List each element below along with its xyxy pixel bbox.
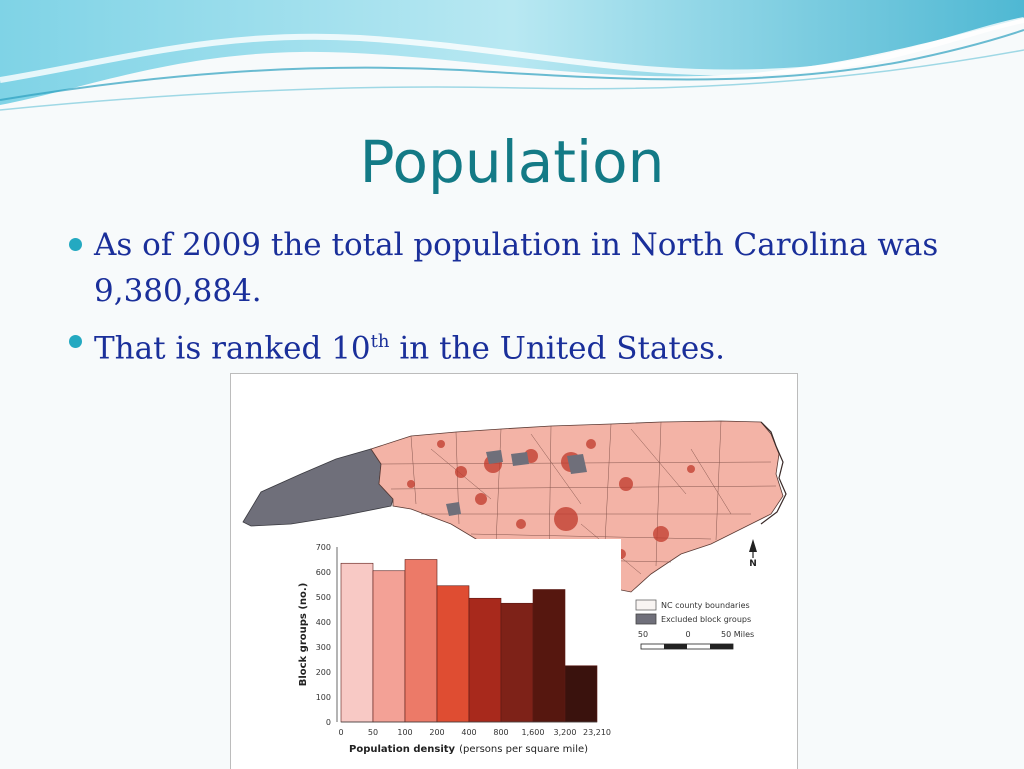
bullet-text-after: in the United States. (389, 330, 725, 367)
slide-title: Population (359, 128, 665, 196)
x-tick-label: 1,600 (522, 728, 545, 737)
x-tick-label: 23,210 (583, 728, 611, 737)
x-tick-label: 3,200 (554, 728, 577, 737)
y-tick-label: 600 (316, 568, 331, 577)
bullet-list: As of 2009 the total population in North… (64, 222, 964, 376)
chart-x-label-units: (persons per square mile) (459, 744, 588, 755)
y-tick-label: 500 (316, 593, 331, 602)
bullet-dot-icon (69, 238, 82, 251)
histogram-bar (564, 665, 598, 723)
histogram-bar (372, 570, 406, 723)
chart-x-label-main: Population density (349, 744, 456, 755)
legend-label-boundaries: NC county boundaries (661, 601, 750, 610)
north-arrow-icon (749, 539, 757, 558)
y-tick-label: 200 (316, 668, 331, 677)
bullet-text: That is ranked 10 (94, 330, 371, 367)
chart-x-label: Population density (persons per square mi… (349, 744, 588, 755)
histogram-bar (436, 585, 470, 723)
x-tick-label: 200 (429, 728, 444, 737)
histogram-bar (532, 589, 566, 723)
y-tick-label: 700 (316, 543, 331, 552)
figure-canvas: N NC county boundaries Excluded block gr… (242, 420, 787, 764)
nc-map (242, 420, 787, 593)
y-tick-label: 300 (316, 643, 331, 652)
histogram-chart: 0 100 200 300 400 500 600 700 0 50 100 200 400 800 1,6… (301, 539, 621, 764)
legend-swatch-boundaries (635, 599, 657, 611)
scale-bar (640, 643, 734, 650)
population-density-figure: N NC county boundaries Excluded block gr… (230, 373, 798, 769)
x-tick-label: 400 (461, 728, 476, 737)
x-tick-label: 50 (368, 728, 378, 737)
y-tick-label: 100 (316, 693, 331, 702)
bullet-superscript: th (370, 331, 390, 352)
histogram-bar (340, 562, 374, 723)
excluded-urban-blocks (446, 450, 587, 516)
bullet-item-rank: That is ranked 10th in the United States… (64, 319, 964, 371)
y-tick-label: 400 (316, 618, 331, 627)
histogram-bar (404, 559, 438, 723)
scale-label-right: 50 Miles (721, 630, 754, 639)
bullet-item-population: As of 2009 the total population in North… (64, 222, 964, 314)
nc-coastline (760, 421, 787, 525)
bullet-text: As of 2009 the total population in North… (94, 227, 939, 309)
x-tick-label: 100 (397, 728, 412, 737)
decorative-wave-header (0, 0, 1024, 111)
legend-swatch-excluded (635, 613, 657, 625)
legend-label-excluded: Excluded block groups (661, 615, 751, 624)
nc-map-west-excluded (242, 448, 394, 527)
scale-label-mid: 0 (685, 630, 690, 639)
chart-y-label: Block groups (no.) (298, 583, 309, 687)
scale-label-left: 50 (638, 630, 648, 639)
x-tick-label: 0 (338, 728, 343, 737)
y-tick-label: 0 (326, 718, 331, 727)
bullet-dot-icon (69, 335, 82, 348)
histogram-bar (500, 602, 534, 723)
x-tick-label: 800 (493, 728, 508, 737)
histogram-bar (468, 597, 502, 723)
north-label: N (749, 559, 757, 569)
